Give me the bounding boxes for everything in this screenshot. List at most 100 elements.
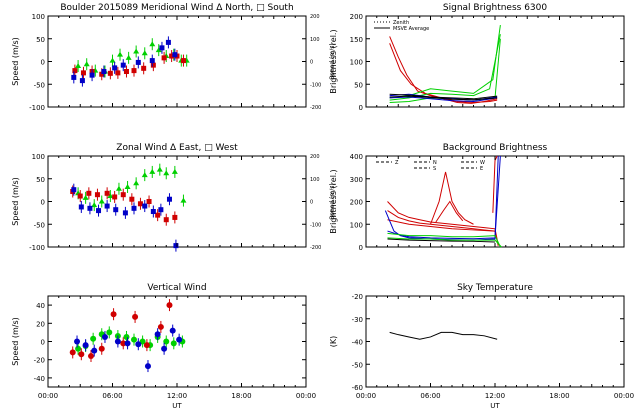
meridional-point [161,55,167,61]
zonal-ytick-label: 100 [32,153,45,161]
zonal-point [141,172,148,178]
zonal-point [163,170,170,176]
meridional-ytick-right-label: -200 [310,105,321,111]
meridional-ytick-label: -50 [34,81,45,89]
vertical-point [161,345,168,352]
background-series-line [387,201,499,245]
zonal-point [172,214,178,220]
background-ytick-label: 200 [350,199,363,207]
meridional-ytick-right-label: 0 [310,60,313,66]
background-ytick-label: 400 [350,153,363,161]
zonal-point [163,217,169,223]
zonal-ytick-label: -100 [29,244,45,252]
zonal-point [98,198,105,204]
background-legend-label: E [480,166,483,172]
meridional-point [172,52,178,58]
meridional-title: Boulder 2015089 Meridional Wind Δ North,… [60,3,293,13]
zonal-ytick-label: -50 [34,221,45,229]
vertical-point [170,340,177,347]
zonal-point [77,193,83,199]
vertical-panel [47,295,307,388]
meridional-point [149,58,155,64]
zonal-point [155,212,161,218]
zonal-point [86,190,92,196]
meridional-point [141,50,148,56]
meridional-ylabel: Speed (m/s) [11,37,20,86]
background-legend-label: W [480,160,485,166]
signal-title: Signal Brightness 6300 [443,3,547,13]
meridional-point [107,70,113,76]
skytemp-xtick-label: 12:00 [485,392,505,400]
zonal-ytick-right-label: 0 [310,200,313,206]
signal-legend-label: Zenith [393,20,409,26]
meridional-point [155,47,162,53]
skytemp-xtick-label: 00:00 [356,392,376,400]
skytemp-ytick-label: -20 [352,293,363,301]
vertical-point [132,313,139,320]
zonal-ytick-label: 50 [36,176,45,184]
signal-series-line [389,25,501,99]
skytemp-series-line [389,331,498,340]
signal-ytick-label: 150 [350,36,363,44]
zonal-point [129,196,135,202]
meridional-point [131,68,137,74]
meridional-point [133,48,140,54]
signal-legend-label: MSVE Average [393,26,429,32]
zonal-point [180,197,187,203]
vertical-point [114,338,121,345]
vertical-point [78,351,85,358]
meridional-point [75,63,82,69]
meridional-ytick-right-label: 100 [310,37,320,43]
signal-series-line [389,96,498,103]
meridional-ytick-right-label: 200 [310,14,320,20]
zonal-point [120,192,126,198]
zonal-point [124,183,131,189]
background-ylabel: Brightness (rel.) [329,169,338,233]
vertical-point [157,323,164,330]
zonal-point [158,207,164,213]
vertical-xtick-label: 00:00 [38,392,58,400]
skytemp-xtick-label: 18:00 [549,392,569,400]
meridional-point [80,70,86,76]
vertical-xtick-label: 18:00 [231,392,251,400]
vertical-ytick-label: -20 [34,357,45,365]
vertical-point [166,302,173,309]
meridional-point [101,69,107,75]
background-series-line [387,237,502,248]
zonal-point [150,209,156,215]
vertical-xlabel: UT [172,402,182,410]
vertical-point [90,335,97,342]
vertical-point [169,327,176,334]
zonal-point [104,203,110,209]
meridional-ytick-label: 50 [36,36,45,44]
vertical-ytick-label: 0 [41,339,45,347]
background-legend-label: N [433,160,437,166]
zonal-point [96,208,102,214]
skytemp-xtick-label: 06:00 [420,392,440,400]
background-ytick-label: 0 [359,244,363,252]
skytemp-ytick-label: -50 [352,361,363,369]
meridional-panel [47,15,307,108]
skytemp-ytick-label: -30 [352,316,363,324]
vertical-point [91,347,98,354]
signal-ylabel: Brightness (rel.) [329,29,338,93]
background-legend-label: S [433,166,436,172]
meridional-point [135,59,141,65]
meridional-point [79,78,85,84]
background-series-line [387,155,501,240]
skytemp-panel [365,295,625,388]
signal-series-line [389,38,501,103]
skytemp-ytick-label: -60 [352,384,363,392]
zonal-plot-frame [47,155,307,248]
meridional-point [117,51,124,57]
skytemp-ytick-label: -40 [352,339,363,347]
zonal-point [171,168,178,174]
background-series-line [492,155,498,213]
zonal-point [113,207,119,213]
vertical-xtick-label: 12:00 [167,392,187,400]
zonal-ylabel: Speed (m/s) [11,177,20,226]
signal-ytick-label: 200 [350,13,363,21]
vertical-point [124,340,131,347]
signal-ytick-label: 100 [350,59,363,67]
